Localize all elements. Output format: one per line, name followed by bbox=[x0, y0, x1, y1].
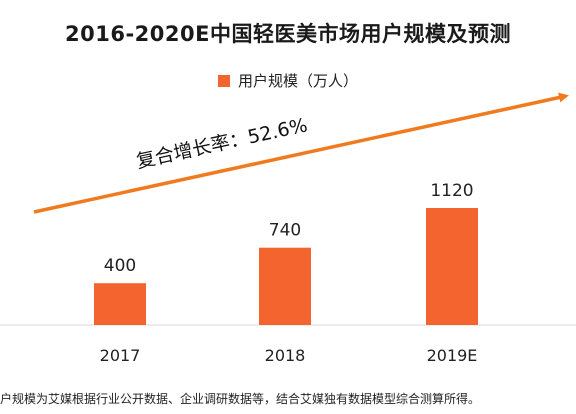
bar-2018 bbox=[259, 247, 311, 325]
x-tick-label-2018: 2018 bbox=[265, 346, 306, 365]
data-label-2017: 400 bbox=[104, 256, 136, 276]
legend: 用户规模（万人） bbox=[0, 70, 576, 91]
chart-title: 2016-2020E中国轻医美市场用户规模及预测 bbox=[65, 22, 511, 46]
legend-swatch bbox=[217, 74, 230, 87]
x-tick-label-2017: 2017 bbox=[100, 346, 141, 365]
growth-rate-annotation: 复合增长率：52.6% bbox=[134, 114, 309, 173]
bar-2019E bbox=[426, 208, 478, 325]
bar-2017 bbox=[94, 283, 146, 325]
legend-label: 用户规模（万人） bbox=[237, 72, 358, 90]
x-tick-label-2019E: 2019E bbox=[427, 346, 478, 365]
trend-arrow bbox=[33, 92, 569, 214]
data-label-2019E: 1120 bbox=[430, 181, 473, 201]
footnote: 户规模为艾媒根据行业公开数据、企业调研数据等，结合艾媒独有数据模型综合测算所得。 bbox=[0, 392, 481, 406]
data-label-2018: 740 bbox=[269, 221, 301, 241]
